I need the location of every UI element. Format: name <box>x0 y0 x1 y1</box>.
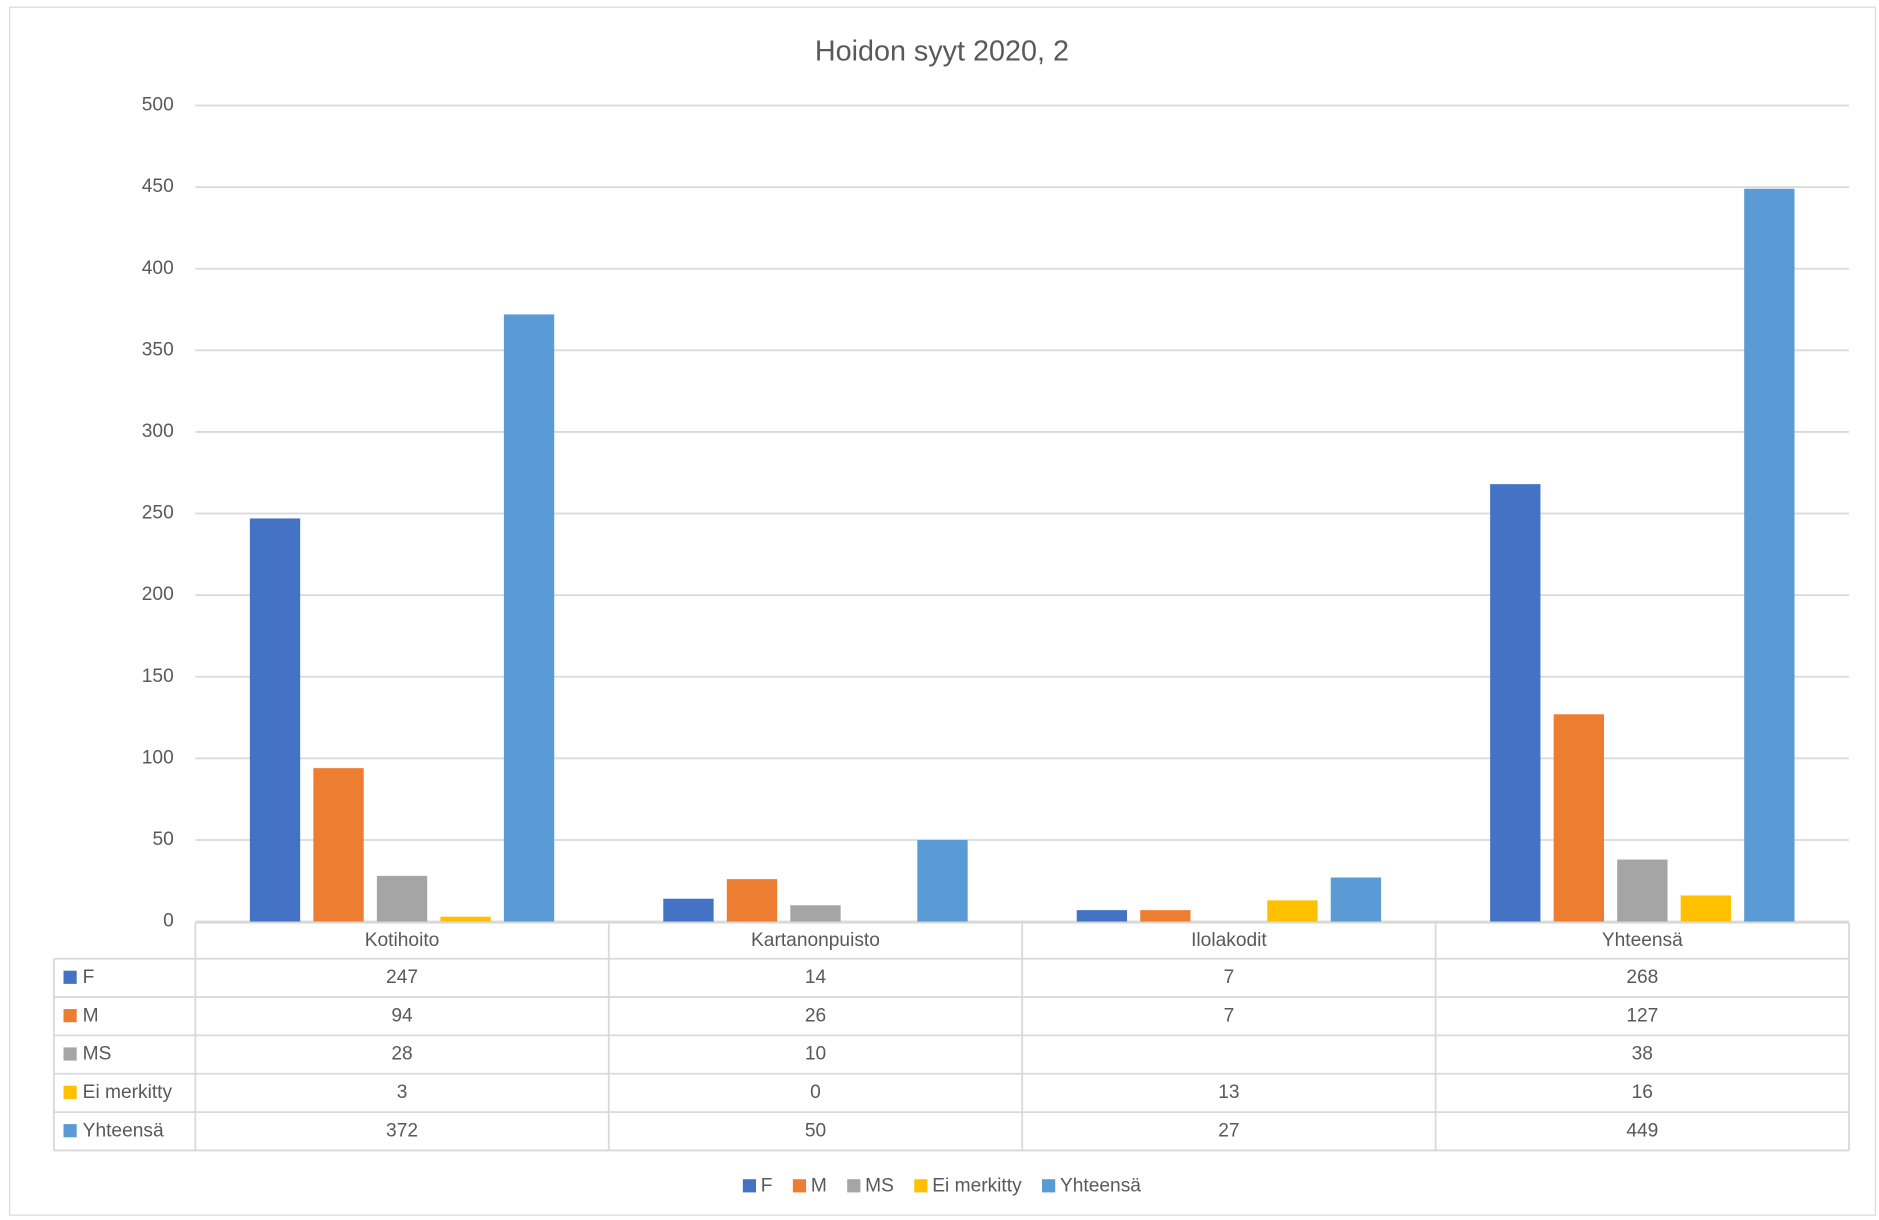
bar <box>917 839 968 922</box>
bar <box>1617 859 1668 922</box>
x-tick-label: Yhteensä <box>1602 930 1683 951</box>
x-tick-label: Kartanonpuisto <box>751 930 880 951</box>
table-cell: 3 <box>397 1082 408 1103</box>
y-tick-label: 0 <box>163 911 174 932</box>
table-cell: 94 <box>391 1005 413 1026</box>
table-cell: 14 <box>805 967 827 988</box>
table-row-label: Ei merkitty <box>83 1082 173 1103</box>
chart-border <box>8 6 1877 1216</box>
y-tick-label: 450 <box>142 176 174 197</box>
table-cell: 7 <box>1224 967 1235 988</box>
bar <box>1553 714 1604 922</box>
table-key <box>63 1009 77 1023</box>
y-tick-label: 400 <box>142 258 174 279</box>
table-cell: 0 <box>810 1082 821 1103</box>
legend-key <box>792 1179 807 1193</box>
legend-key <box>847 1179 861 1193</box>
table-row-label: F <box>83 967 95 988</box>
y-tick-label: 500 <box>142 95 174 116</box>
bar <box>503 314 555 922</box>
x-tick-label: Kotihoito <box>365 930 440 951</box>
y-tick-label: 250 <box>142 503 174 524</box>
bar <box>1490 484 1541 922</box>
bar <box>313 768 364 922</box>
table-cell: 372 <box>386 1120 418 1141</box>
table-cell: 127 <box>1626 1005 1658 1026</box>
bar <box>249 518 301 922</box>
bar <box>790 905 841 922</box>
y-tick-label: 350 <box>142 339 174 360</box>
y-tick-label: 300 <box>142 421 174 442</box>
table-cell: 449 <box>1626 1120 1658 1141</box>
bar <box>1744 188 1795 922</box>
bar <box>1140 910 1191 922</box>
table-cell: 268 <box>1626 967 1658 988</box>
table-row-label: Yhteensä <box>83 1120 164 1141</box>
table-key <box>63 1085 77 1099</box>
table-row-label: MS <box>83 1044 112 1065</box>
y-tick-label: 50 <box>152 829 173 850</box>
legend-label: Ei merkitty <box>932 1175 1022 1196</box>
legend-label: M <box>811 1175 827 1196</box>
legend-key <box>914 1179 928 1193</box>
table-cell: 13 <box>1218 1082 1239 1103</box>
bar <box>1680 895 1732 922</box>
table-cell: 7 <box>1224 1005 1235 1026</box>
table-cell: 16 <box>1632 1082 1653 1103</box>
table-cell: 27 <box>1218 1120 1239 1141</box>
y-tick-label: 100 <box>142 747 174 768</box>
table-cell: 10 <box>805 1044 826 1065</box>
table-cell: 26 <box>805 1005 826 1026</box>
bar <box>440 916 491 922</box>
bar <box>1330 877 1382 922</box>
legend-label: MS <box>865 1175 894 1196</box>
legend-key <box>1042 1179 1056 1193</box>
legend-key <box>742 1179 757 1193</box>
chart-title: Hoidon syyt 2020, 2 <box>815 35 1069 67</box>
y-tick-label: 200 <box>142 584 174 605</box>
bar <box>1267 900 1318 922</box>
bar <box>376 875 428 922</box>
table-key <box>63 1124 77 1138</box>
table-cell: 50 <box>805 1120 826 1141</box>
table-key <box>63 1047 77 1061</box>
bar <box>663 898 714 922</box>
table-cell: 28 <box>391 1044 412 1065</box>
table-row-label: M <box>83 1005 99 1026</box>
legend-label: Yhteensä <box>1060 1175 1141 1196</box>
bar <box>726 879 778 922</box>
bar <box>1076 910 1128 922</box>
legend-label: F <box>761 1175 773 1196</box>
table-cell: 38 <box>1632 1044 1653 1065</box>
table-cell: 247 <box>386 967 418 988</box>
y-tick-label: 150 <box>142 666 174 687</box>
table-key <box>63 970 77 984</box>
x-tick-label: Ilolakodit <box>1191 930 1267 951</box>
